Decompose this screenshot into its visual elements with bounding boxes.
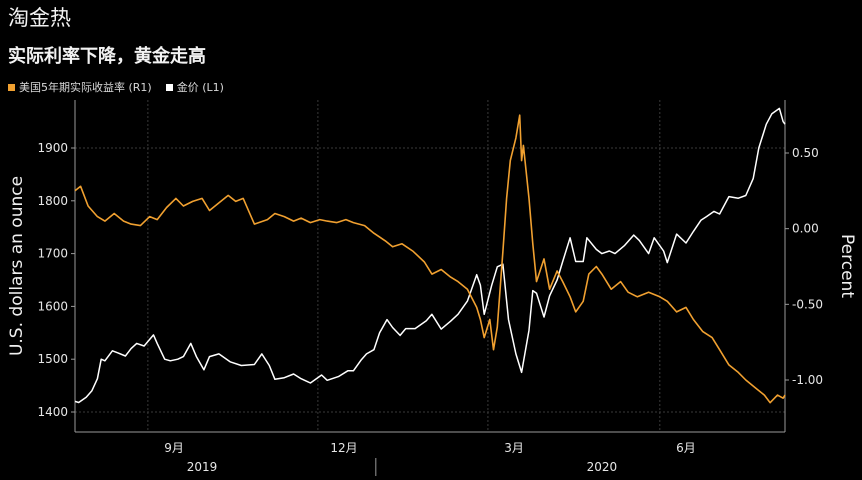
right-tick-label: -1.00 [792,373,823,387]
series-line-gold-price [74,107,786,404]
right-tick-label: 0.50 [792,146,819,160]
left-tick-label: 1400 [37,405,68,419]
legend-item-gold: 金价 (L1) [165,79,224,95]
x-month-tick-label: 6月 [676,441,696,455]
x-year-tick-label: 2020 [587,460,618,474]
y-axis-label-right: Percent [837,234,857,298]
left-tick-label: 1700 [37,247,68,261]
right-tick-label: -0.50 [792,297,823,311]
x-month-tick-label: 9月 [164,441,184,455]
legend-label-gold: 金价 (L1) [176,81,224,94]
left-tick-label: 1500 [37,352,68,366]
chart-subtitle: 实际利率下降，黄金走高 [8,46,206,67]
legend-label-real-yield: 美国5年期实际收益率 (R1) [19,81,152,94]
left-tick-label: 1900 [37,141,68,155]
series-line-real-yield [74,114,786,404]
x-year-tick-label: 2019 [187,460,218,474]
y-axis-label-left: U.S. dollars an ounce [7,176,27,356]
left-tick-label: 1600 [37,299,68,313]
legend-swatch-white [165,83,173,91]
chart-title: 淘金热 [8,6,71,30]
left-tick-label: 1800 [37,194,68,208]
x-month-tick-label: 12月 [330,441,357,455]
legend-swatch-orange [8,83,15,91]
x-month-tick-label: 3月 [504,441,524,455]
legend: 美国5年期实际收益率 (R1) 金价 (L1) [8,79,224,95]
right-tick-label: 0.00 [792,222,819,236]
legend-item-real-yield: 美国5年期实际收益率 (R1) [8,79,152,95]
